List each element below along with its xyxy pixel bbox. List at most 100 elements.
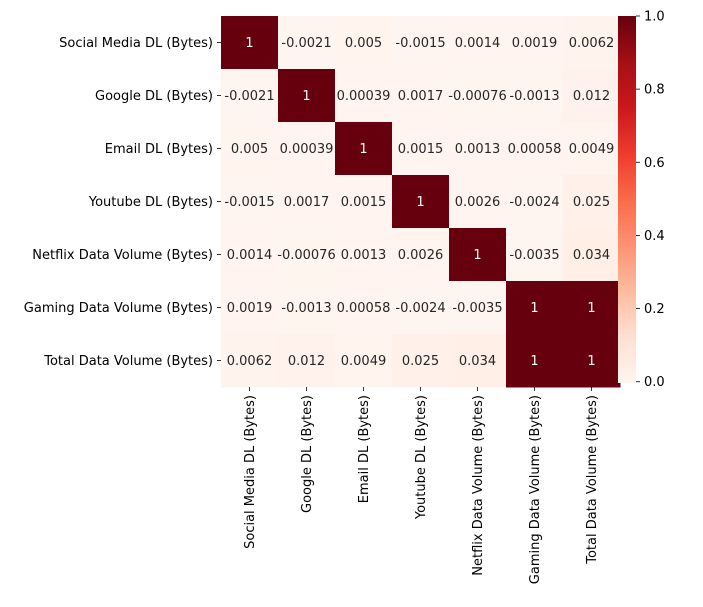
cell-value-label: -0.0035 xyxy=(509,248,559,263)
heatmap-cell xyxy=(563,175,621,229)
heatmap-cell xyxy=(278,69,336,123)
heatmap-cell xyxy=(278,16,336,70)
heatmap-cell xyxy=(221,334,279,388)
heatmap-cell xyxy=(335,69,393,123)
cell-value-label: 0.025 xyxy=(402,354,439,369)
cell-value-label: 1 xyxy=(359,142,367,157)
heatmap-cell xyxy=(221,175,279,229)
heatmap-cell xyxy=(449,69,507,123)
heatmap-cell xyxy=(449,175,507,229)
cell-value-label: 0.0015 xyxy=(398,142,444,157)
heatmap-cell xyxy=(278,281,336,335)
cell-value-label: 0.005 xyxy=(231,142,268,157)
heatmap-cell xyxy=(392,334,450,388)
cell-value-label: -0.00076 xyxy=(277,248,335,263)
heatmap-cell xyxy=(392,69,450,123)
heatmap-cell xyxy=(278,334,336,388)
cell-value-label: 0.0014 xyxy=(227,248,273,263)
cell-value-label: 1 xyxy=(245,36,253,51)
cell-value-label: -0.0024 xyxy=(395,301,445,316)
heatmap-cell xyxy=(563,281,621,335)
cell-value-label: 0.00039 xyxy=(337,89,391,104)
cell-value-label: 0.0019 xyxy=(227,301,273,316)
cell-value-label: -0.0021 xyxy=(224,89,274,104)
y-axis-tick-label: Total Data Volume (Bytes) xyxy=(43,354,213,369)
y-axis-tick-label: Social Media DL (Bytes) xyxy=(59,36,213,51)
heatmap-cell xyxy=(335,281,393,335)
cell-value-label: 0.0015 xyxy=(341,195,387,210)
heatmap-cell xyxy=(221,228,279,282)
cell-value-label: 0.0049 xyxy=(341,354,387,369)
cell-value-label: -0.0013 xyxy=(509,89,559,104)
cell-value-label: 0.0019 xyxy=(512,36,558,51)
cell-value-label: 1 xyxy=(302,89,310,104)
heatmap-cell xyxy=(506,69,564,123)
cell-value-label: 0.0062 xyxy=(227,354,273,369)
heatmap-cell xyxy=(506,228,564,282)
y-axis-tick-label: Netflix Data Volume (Bytes) xyxy=(32,248,213,263)
heatmap-cell xyxy=(221,122,279,176)
cell-value-label: 0.00058 xyxy=(337,301,391,316)
heatmap-cell xyxy=(506,122,564,176)
x-axis-tick-label: Netflix Data Volume (Bytes) xyxy=(471,395,486,576)
heatmap-cell xyxy=(506,281,564,335)
cell-value-label: 0.00039 xyxy=(280,142,334,157)
cell-value-label: -0.0035 xyxy=(452,301,502,316)
x-axis-tick-label: Youtube DL (Bytes) xyxy=(414,395,429,520)
cell-value-label: 1 xyxy=(473,248,481,263)
heatmap-cells xyxy=(221,16,621,388)
cell-value-label: 0.005 xyxy=(345,36,382,51)
x-axis-tick-labels: Social Media DL (Bytes) Google DL (Bytes)… xyxy=(243,387,600,584)
colorbar-tick-label: 0.4 xyxy=(644,229,665,244)
colorbar-tick-label: 0.0 xyxy=(644,375,665,390)
cell-value-label: 1 xyxy=(587,301,595,316)
heatmap-cell xyxy=(563,228,621,282)
y-axis-tick-labels: Social Media DL (Bytes) Google DL (Bytes)… xyxy=(24,36,221,369)
cell-value-label: 0.0049 xyxy=(569,142,615,157)
heatmap-cell xyxy=(563,122,621,176)
y-axis-tick-label: Email DL (Bytes) xyxy=(105,142,213,157)
cell-value-label: 1 xyxy=(587,354,595,369)
cell-value-label: -0.00076 xyxy=(448,89,506,104)
cell-value-label: 0.034 xyxy=(459,354,496,369)
heatmap-cell xyxy=(335,334,393,388)
cell-value-label: 0.0026 xyxy=(398,248,444,263)
heatmap-cell xyxy=(278,122,336,176)
cell-value-label: -0.0013 xyxy=(281,301,331,316)
heatmap-cell xyxy=(563,69,621,123)
heatmap-cell xyxy=(221,281,279,335)
colorbar-tick-label: 0.6 xyxy=(644,156,665,171)
colorbar-tick-label: 0.8 xyxy=(644,83,665,98)
heatmap-cell xyxy=(449,16,507,70)
heatmap-cell xyxy=(392,228,450,282)
cell-value-label: 0.025 xyxy=(573,195,610,210)
heatmap-cell xyxy=(335,16,393,70)
colorbar-gradient xyxy=(618,16,636,383)
heatmap-cell xyxy=(392,122,450,176)
cell-value-label: 0.0013 xyxy=(455,142,501,157)
cell-value-label: 0.0014 xyxy=(455,36,501,51)
heatmap-cell xyxy=(278,228,336,282)
cell-value-label: 1 xyxy=(416,195,424,210)
y-axis-tick-label: Google DL (Bytes) xyxy=(95,89,213,104)
x-axis-tick-label: Social Media DL (Bytes) xyxy=(243,395,258,549)
cell-value-label: 0.0017 xyxy=(284,195,330,210)
cell-value-label: 1 xyxy=(530,354,538,369)
y-axis-tick-label: Gaming Data Volume (Bytes) xyxy=(24,301,213,316)
heatmap-cell-labels: 1 -0.0021 0.005 -0.0015 0.0014 0.0019 0.0062 -0… xyxy=(224,36,614,369)
x-axis-tick-label: Gaming Data Volume (Bytes) xyxy=(528,395,543,584)
heatmap-cell xyxy=(335,122,393,176)
heatmap-cell xyxy=(449,122,507,176)
cell-value-label: 0.0017 xyxy=(398,89,444,104)
x-axis-tick-label: Email DL (Bytes) xyxy=(357,395,372,503)
y-axis-tick-label: Youtube DL (Bytes) xyxy=(88,195,213,210)
cell-value-label: 0.0062 xyxy=(569,36,615,51)
heatmap-cell xyxy=(506,16,564,70)
x-axis-tick-label: Google DL (Bytes) xyxy=(300,395,315,513)
cell-value-label: -0.0021 xyxy=(281,36,331,51)
cell-value-label: 0.012 xyxy=(573,89,610,104)
heatmap-cell xyxy=(449,281,507,335)
heatmap-cell xyxy=(392,281,450,335)
colorbar-tick-label: 1.0 xyxy=(644,10,665,25)
cell-value-label: -0.0015 xyxy=(224,195,274,210)
